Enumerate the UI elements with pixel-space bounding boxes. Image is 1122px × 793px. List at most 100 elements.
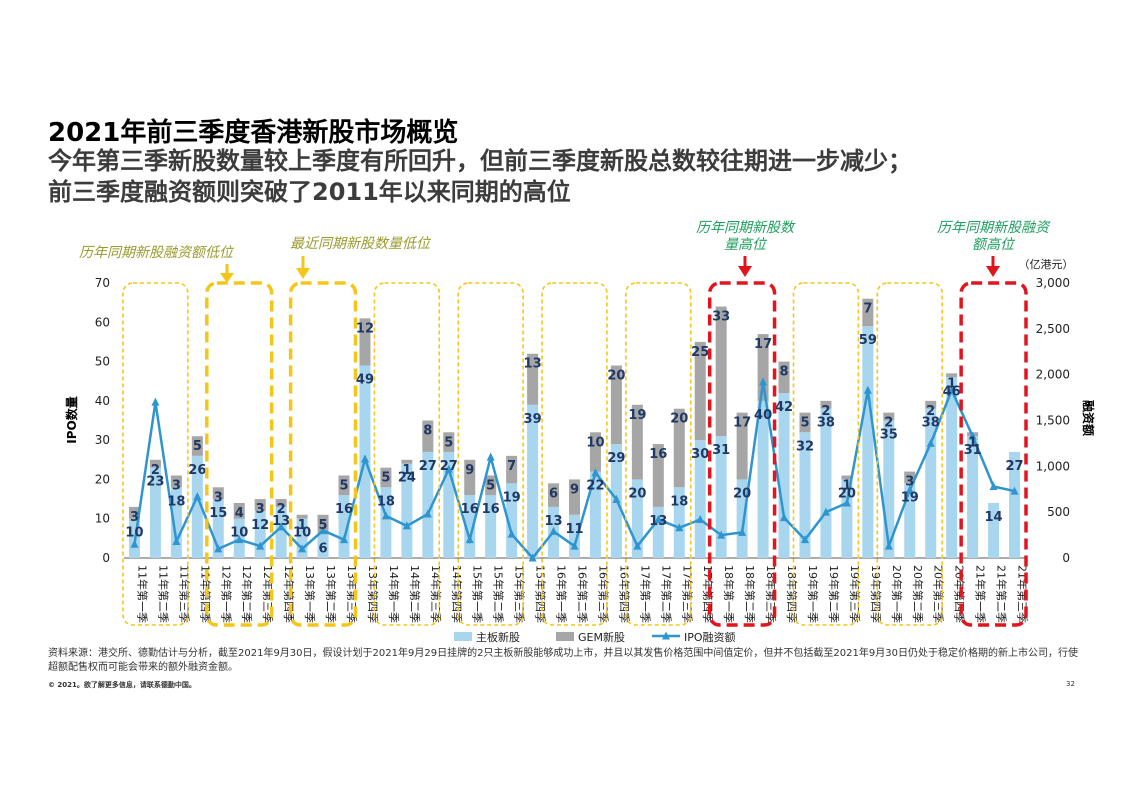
bar-gem: [862, 298, 874, 327]
x-tick-label: 16年第二季: [576, 565, 590, 623]
subtitle-line-1: 今年第三季新股数量较上季度有所回升，但前三季度新股总数较往期进一步减少；: [48, 147, 912, 175]
main-value-label: 10: [230, 526, 248, 541]
x-tick-label: 14年第一季: [387, 565, 401, 623]
funds-marker: [780, 513, 789, 522]
x-tick-label: 14年第三季: [429, 565, 443, 623]
gem-value-label: 5: [800, 416, 809, 431]
gem-value-label: 10: [586, 435, 604, 450]
gem-value-label: 8: [780, 365, 789, 380]
bar-gem: [338, 475, 350, 496]
bar-gem: [548, 483, 560, 507]
bar-gem: [652, 444, 664, 507]
x-tick-label: 12年第二季: [240, 565, 254, 623]
funds-marker: [235, 535, 244, 544]
bar-main: [296, 518, 308, 558]
x-tick-label: 18年第四季: [785, 565, 799, 623]
funds-marker: [151, 397, 160, 406]
funds-marker: [444, 464, 453, 473]
x-tick-label: 18年第一季: [722, 565, 736, 623]
gem-value-label: 3: [256, 502, 265, 517]
x-tick-label: 19年第二季: [827, 565, 841, 623]
funds-marker: [130, 539, 139, 548]
x-tick-label: 17年第一季: [638, 565, 652, 623]
x-tick-label: 17年第三季: [680, 565, 694, 623]
gem-value-label: 5: [339, 479, 348, 494]
funds-marker: [486, 452, 495, 461]
bar-main: [170, 487, 182, 558]
bar-main: [569, 514, 580, 558]
funds-marker: [633, 541, 642, 550]
main-value-label: 6: [319, 541, 328, 556]
main-value-label: 23: [146, 475, 164, 490]
bar-main: [820, 408, 832, 558]
highlight-box: [792, 282, 860, 626]
bar-main: [317, 534, 329, 558]
right-axis-unit: （亿港元）: [1019, 258, 1074, 271]
funds-marker: [654, 515, 663, 523]
main-value-label: 31: [964, 443, 982, 458]
gem-value-label: 3: [130, 510, 139, 525]
y-right-tick-label: 2,500: [1036, 322, 1070, 336]
bar-gem: [128, 506, 140, 519]
x-tick-label: 19年第四季: [869, 565, 883, 623]
x-tick-label: 20年第一季: [890, 565, 904, 623]
main-value-label: 27: [1005, 459, 1023, 474]
funds-marker: [423, 509, 432, 518]
annotation-high-count-line1: 历年同期新股数: [696, 220, 796, 236]
main-value-label: 16: [335, 502, 353, 517]
x-tick-label: 15年第四季: [534, 565, 548, 623]
bar-gem: [359, 318, 371, 366]
main-value-label: 13: [649, 514, 667, 529]
gem-value-label: 8: [423, 424, 432, 439]
bar-main: [1009, 451, 1021, 558]
x-tick-label: 21年第二季: [995, 565, 1009, 623]
funds-marker: [947, 385, 956, 394]
main-value-label: 20: [733, 486, 751, 501]
gem-value-label: 9: [570, 482, 579, 497]
arrow-low-count-head: [296, 268, 310, 279]
arrow-high-funds-head: [986, 266, 1000, 277]
bar-gem: [443, 432, 455, 452]
ipo-chart: 0 10 20 30 40 50 60 70 0 500 1,000 1,500 2,000 2,500 3…: [64, 220, 1096, 644]
bar-gem: [233, 503, 245, 519]
bar-main: [380, 487, 392, 558]
highlight-box: [959, 281, 1028, 627]
page-title: 2021年前三季度香港新股市场概览: [48, 118, 459, 148]
main-value-label: 42: [775, 400, 793, 415]
arrow-low-funds-head: [220, 273, 234, 283]
bar-main: [757, 400, 769, 558]
bar-gem: [254, 499, 266, 511]
bar-main: [736, 479, 748, 558]
y-right-tick-label: 2,000: [1036, 368, 1070, 382]
legend-marker-funds: [662, 631, 670, 640]
main-value-label: 12: [251, 518, 269, 533]
arrow-high-count-head: [738, 266, 752, 277]
highlight-box: [625, 282, 692, 626]
y-right-tick-label: 3,000: [1036, 276, 1070, 290]
bar-gem: [170, 475, 182, 488]
page-subtitle: 今年第三季新股数量较上季度有所回升，但前三季度新股总数较往期进一步减少； 前三季…: [48, 146, 912, 208]
bar-gem: [799, 412, 811, 433]
bar-main: [841, 479, 853, 558]
bar-main: [715, 436, 727, 558]
gem-value-label: 9: [465, 463, 474, 478]
bar-gem: [610, 365, 622, 445]
bar-gem: [736, 412, 748, 480]
x-tick-label: 16年第三季: [596, 565, 610, 623]
legend-label-gem: GEM新股: [578, 630, 625, 644]
main-value-label: 32: [796, 439, 814, 454]
funds-marker: [528, 553, 537, 562]
annotation-low-funds: 历年同期新股融资额低位: [79, 245, 235, 261]
bar-main: [967, 436, 979, 558]
funds-marker: [340, 535, 349, 544]
funds-marker: [926, 438, 935, 447]
gem-value-label: 4: [235, 506, 244, 521]
bar-main: [673, 487, 685, 558]
main-value-label: 15: [209, 506, 227, 521]
funds-marker: [277, 522, 286, 531]
gem-value-label: 2: [926, 404, 935, 419]
bar-gem: [904, 471, 916, 484]
annotation-high-count-line2: 量高位: [724, 237, 768, 253]
bar-gem: [946, 373, 958, 378]
main-value-label: 13: [544, 514, 562, 529]
